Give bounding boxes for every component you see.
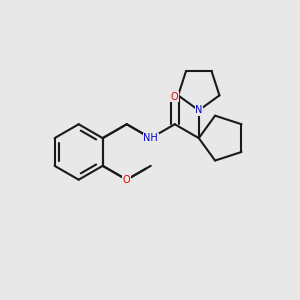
Text: NH: NH (143, 133, 158, 143)
Text: N: N (195, 105, 202, 116)
Text: O: O (123, 175, 130, 185)
Text: O: O (123, 175, 130, 185)
Text: N: N (195, 105, 202, 116)
Text: O: O (171, 92, 178, 101)
